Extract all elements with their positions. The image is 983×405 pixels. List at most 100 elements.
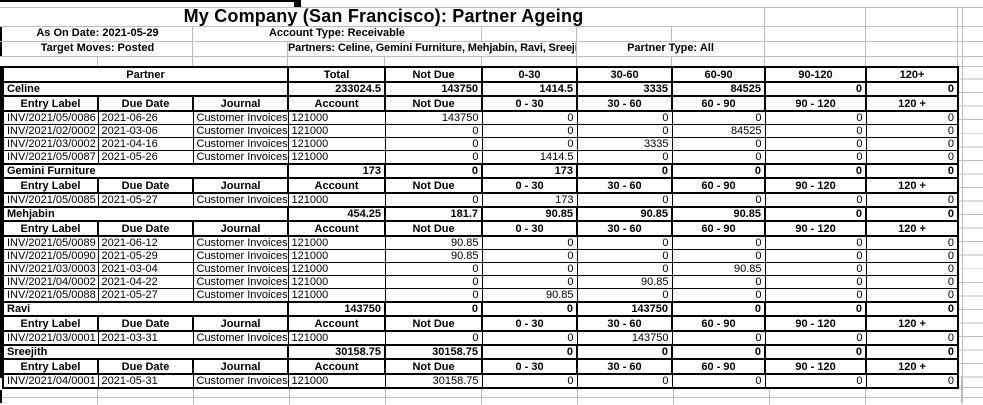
entry-label[interactable]: INV/2021/04/0001 bbox=[2, 373, 99, 389]
cell[interactable]: Customer Invoices bbox=[192, 235, 289, 250]
cell[interactable]: 173 bbox=[481, 192, 578, 208]
cell[interactable]: 84525 bbox=[671, 124, 766, 138]
cell[interactable]: 0 bbox=[865, 110, 959, 125]
cell[interactable]: 2021-06-12 bbox=[97, 235, 194, 250]
empty-cell[interactable] bbox=[3, 56, 98, 66]
partner-total[interactable]: 181.7 bbox=[384, 206, 484, 222]
column-header[interactable]: Account bbox=[287, 220, 387, 237]
empty-cell[interactable] bbox=[866, 41, 958, 56]
column-header[interactable]: Entry Label bbox=[2, 95, 99, 112]
cell[interactable]: 1414.5 bbox=[481, 150, 578, 165]
partner-total[interactable]: 0 bbox=[671, 344, 767, 360]
column-header[interactable]: 0 - 30 bbox=[481, 220, 579, 237]
column-header[interactable]: 0 - 30 bbox=[481, 315, 579, 332]
cell[interactable]: 0 bbox=[764, 262, 867, 276]
column-header[interactable]: Not Due bbox=[384, 66, 484, 83]
partner-total[interactable]: 0 bbox=[865, 344, 960, 360]
cell[interactable]: 0 bbox=[384, 137, 483, 151]
cell[interactable]: Customer Invoices bbox=[192, 124, 289, 138]
cell[interactable]: 2021-03-06 bbox=[97, 124, 194, 138]
cell[interactable]: 0 bbox=[384, 275, 483, 289]
cell[interactable]: 121000 bbox=[287, 262, 386, 276]
empty-cell[interactable] bbox=[482, 56, 577, 66]
cell[interactable]: 0 bbox=[865, 249, 959, 263]
column-header[interactable]: Account bbox=[287, 95, 387, 112]
column-header[interactable]: Not Due bbox=[384, 95, 484, 112]
column-header[interactable]: Journal bbox=[191, 315, 290, 332]
cell[interactable]: 121000 bbox=[287, 373, 386, 389]
partner-total[interactable]: 0 bbox=[865, 301, 960, 317]
empty-cell[interactable] bbox=[193, 56, 288, 66]
account-type-cell[interactable]: Account Type: Receivable bbox=[193, 26, 482, 41]
partner-total[interactable]: 173 bbox=[287, 163, 387, 179]
cell[interactable]: 0 bbox=[576, 150, 673, 165]
column-header[interactable]: Account bbox=[287, 315, 387, 332]
partner-total[interactable]: 1414.5 bbox=[481, 81, 579, 97]
cell[interactable]: 0 bbox=[576, 373, 673, 389]
cell[interactable]: 0 bbox=[576, 124, 673, 138]
column-header[interactable]: 0 - 30 bbox=[481, 358, 579, 375]
partner-total[interactable]: 0 bbox=[764, 163, 868, 179]
cell[interactable]: 0 bbox=[671, 192, 766, 208]
report-title-cell[interactable]: My Company (San Francisco): Partner Agei… bbox=[3, 7, 765, 26]
column-header[interactable]: Journal bbox=[191, 220, 290, 237]
cell[interactable]: 2021-05-27 bbox=[97, 288, 194, 303]
cell[interactable]: 0 bbox=[764, 249, 867, 263]
cell[interactable]: 121000 bbox=[287, 288, 386, 303]
cell[interactable]: 0 bbox=[764, 373, 867, 389]
column-header[interactable]: 120 + bbox=[865, 315, 960, 332]
column-header[interactable]: Entry Label bbox=[2, 315, 99, 332]
entry-label[interactable]: INV/2021/05/0087 bbox=[2, 150, 99, 165]
empty-cell[interactable] bbox=[765, 7, 866, 26]
column-header[interactable]: 30 - 60 bbox=[576, 315, 674, 332]
column-header[interactable]: 90 - 120 bbox=[764, 177, 868, 194]
cell[interactable]: 0 bbox=[865, 150, 959, 165]
cell[interactable]: 0 bbox=[671, 235, 766, 250]
column-header[interactable]: Entry Label bbox=[2, 220, 99, 237]
partner-total[interactable]: 0 bbox=[865, 81, 960, 97]
as-on-date-cell[interactable]: As On Date: 2021-05-29 bbox=[3, 26, 193, 41]
column-header[interactable]: 30 - 60 bbox=[576, 177, 674, 194]
partner-total[interactable]: 233024.5 bbox=[287, 81, 387, 97]
cell[interactable]: 0 bbox=[764, 330, 867, 346]
column-header[interactable]: 90 - 120 bbox=[764, 220, 868, 237]
column-header[interactable]: Not Due bbox=[384, 315, 484, 332]
cell[interactable]: 0 bbox=[671, 288, 766, 303]
column-header[interactable]: Due Date bbox=[97, 315, 194, 332]
cell[interactable]: 2021-04-22 bbox=[97, 275, 194, 289]
cell[interactable]: Customer Invoices bbox=[192, 249, 289, 263]
empty-cell[interactable] bbox=[98, 56, 193, 66]
cell[interactable]: Customer Invoices bbox=[192, 262, 289, 276]
cell[interactable]: 0 bbox=[384, 192, 483, 208]
empty-cell[interactable] bbox=[866, 26, 958, 41]
column-header[interactable]: 30-60 bbox=[576, 66, 674, 83]
empty-cell[interactable] bbox=[765, 56, 866, 66]
partner-total[interactable]: 143750 bbox=[287, 301, 387, 317]
column-header[interactable]: 120 + bbox=[865, 177, 960, 194]
cell[interactable]: 0 bbox=[671, 137, 766, 151]
cell[interactable]: 0 bbox=[865, 235, 959, 250]
partner-total[interactable]: 143750 bbox=[384, 81, 484, 97]
column-header[interactable]: 90 - 120 bbox=[764, 95, 868, 112]
column-header[interactable]: 0 - 30 bbox=[481, 95, 579, 112]
column-header[interactable]: Account bbox=[287, 358, 387, 375]
partner-total[interactable]: 454.25 bbox=[287, 206, 387, 222]
cell[interactable]: Customer Invoices bbox=[192, 110, 289, 125]
cell[interactable]: 90.85 bbox=[384, 235, 483, 250]
cell[interactable]: 121000 bbox=[287, 150, 386, 165]
column-header[interactable]: 60 - 90 bbox=[671, 358, 767, 375]
column-header[interactable]: Due Date bbox=[97, 177, 194, 194]
empty-cell[interactable] bbox=[577, 56, 672, 66]
cell[interactable]: 0 bbox=[384, 124, 483, 138]
cell[interactable]: 30158.75 bbox=[384, 373, 483, 389]
partner-type-cell[interactable]: Partner Type: All bbox=[577, 41, 765, 56]
column-header[interactable]: 120 + bbox=[865, 220, 960, 237]
partner-total[interactable]: 0 bbox=[671, 163, 767, 179]
partner-total[interactable]: 84525 bbox=[671, 81, 767, 97]
entry-label[interactable]: INV/2021/03/0001 bbox=[2, 330, 99, 346]
partner-name[interactable]: Celine bbox=[1, 81, 290, 97]
column-header[interactable]: Due Date bbox=[97, 358, 194, 375]
partners-cell[interactable]: Partners: Celine, Gemini Furniture, Mehj… bbox=[288, 41, 577, 56]
partner-total[interactable]: 0 bbox=[865, 206, 960, 222]
cell[interactable]: 0 bbox=[865, 262, 959, 276]
